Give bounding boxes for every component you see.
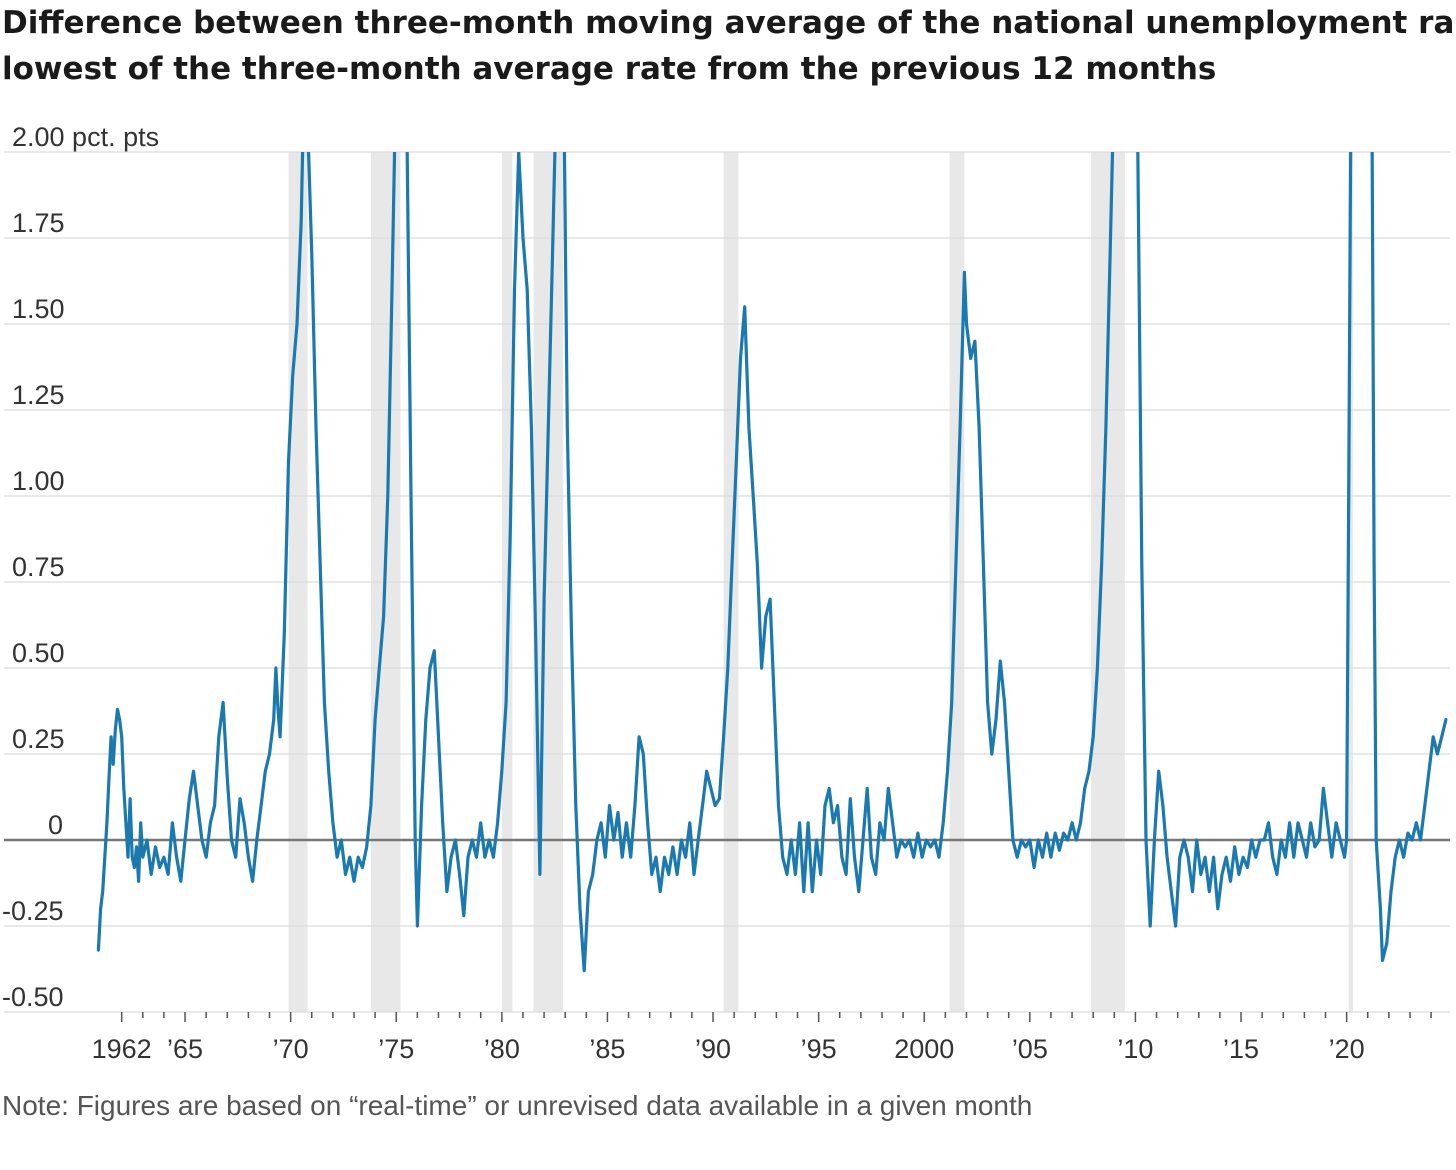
y-tick-label: 0.50: [12, 638, 65, 668]
x-tick-label: ’10: [1117, 1034, 1153, 1064]
x-tick-label: ’80: [484, 1034, 520, 1064]
x-tick-label: 1962: [92, 1034, 152, 1064]
x-tick-label: ’05: [1012, 1034, 1048, 1064]
line-chart: 2.00 pct. pts 1.75 1.50 1.25 1.00 0.75 0.50 0.2…: [2, 122, 1450, 1064]
chart-note: Note: Figures are based on “real-time” o…: [2, 1090, 1033, 1121]
y-tick-label: 1.00: [12, 466, 65, 496]
x-tick-label: ’20: [1329, 1034, 1365, 1064]
y-tick-label: 1.25: [12, 380, 65, 410]
series-line: [96, 152, 1448, 973]
y-axis-tick-labels: 2.00 pct. pts 1.75 1.50 1.25 1.00 0.75 0.50 0.2…: [2, 122, 159, 1012]
x-tick-label: ’75: [378, 1034, 414, 1064]
y-tick-label: 1.50: [12, 294, 65, 324]
y-tick-label: 0.25: [12, 724, 65, 754]
y-tick-label: -0.25: [2, 896, 64, 926]
x-tick-label: ’90: [695, 1034, 731, 1064]
y-tick-label: 0: [48, 810, 63, 840]
x-tick-label: 2000: [894, 1034, 954, 1064]
series-lines: [96, 152, 1448, 973]
y-tick-label: -0.50: [2, 982, 64, 1012]
x-tick-label: ’15: [1223, 1034, 1259, 1064]
x-tick-label: ’70: [273, 1034, 309, 1064]
y-tick-label: 2.00 pct. pts: [12, 122, 159, 152]
y-tick-label: 0.75: [12, 552, 65, 582]
chart-title: Difference between three-month moving av…: [2, 0, 1452, 92]
chart-title-line-1: Difference between three-month moving av…: [2, 5, 1452, 41]
chart-title-line-2: lowest of the three-month average rate f…: [2, 51, 1217, 87]
y-gridlines: [4, 151, 1450, 1013]
x-axis: 1962 ’65 ’70 ’75 ’80 ’85 ’90 ’95 2000 ’05 ’10 ’15 ’2…: [92, 1012, 1432, 1064]
x-tick-label: ’85: [589, 1034, 625, 1064]
y-tick-label: 1.75: [12, 208, 65, 238]
x-tick-label: ’95: [801, 1034, 837, 1064]
x-tick-label: ’65: [167, 1034, 203, 1064]
